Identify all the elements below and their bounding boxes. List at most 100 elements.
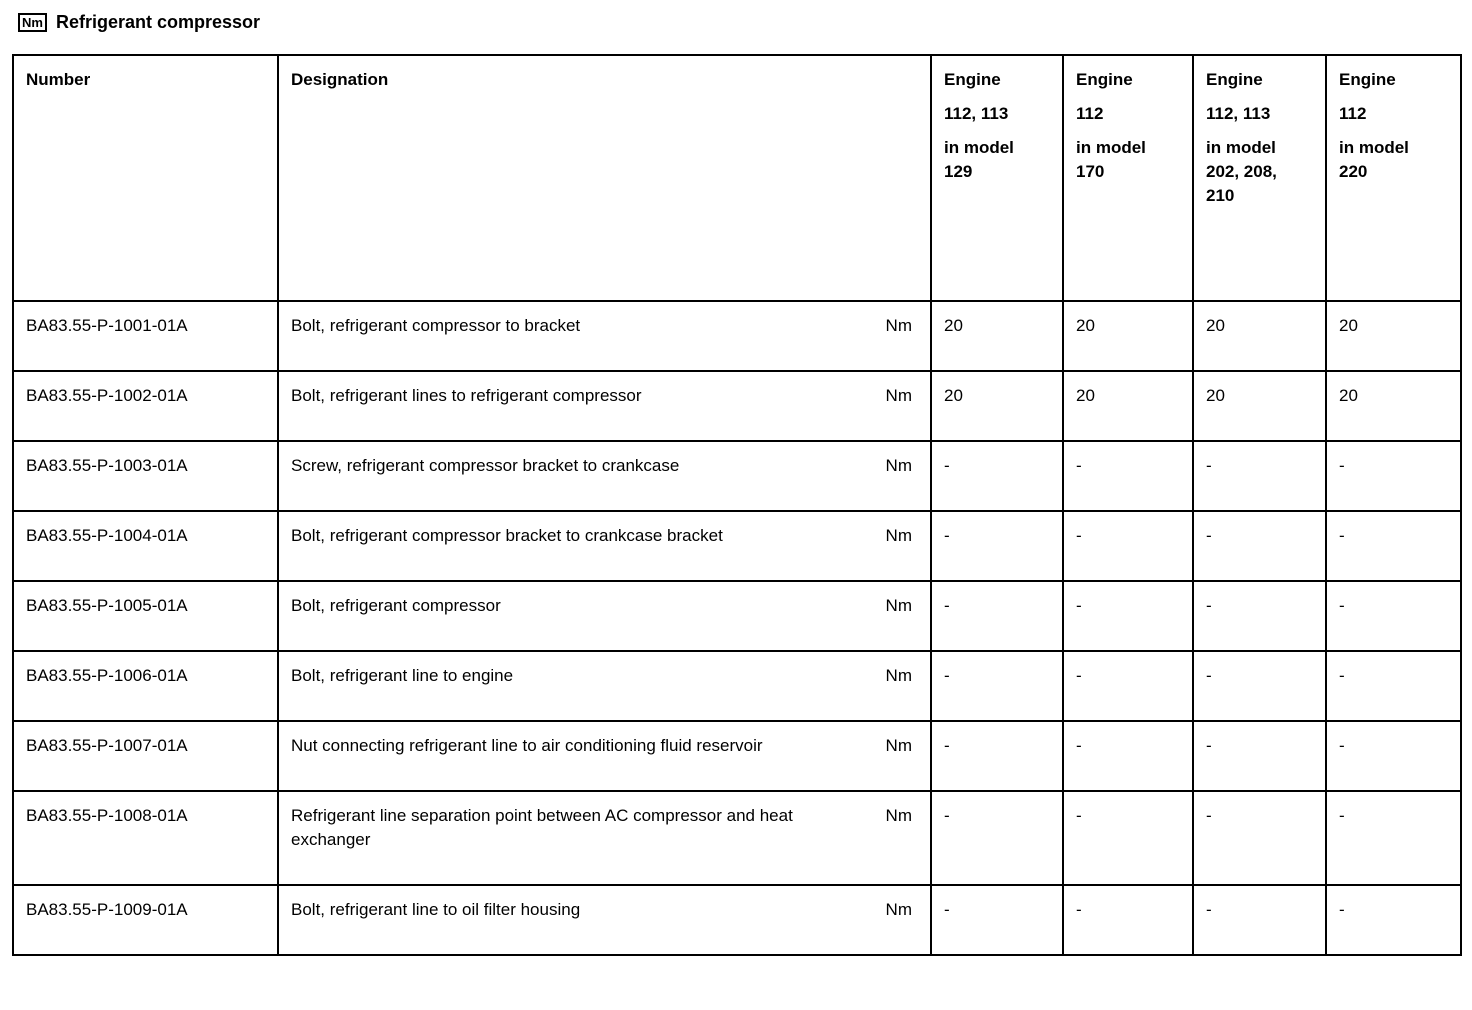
row-designation: Bolt, refrigerant compressor bracket to … [277,510,932,582]
header-number: Number [12,54,279,302]
row-number: BA83.55-P-1009-01A [12,884,279,956]
header-engine-220: Engine 112 in model 220 [1325,54,1462,302]
header-engine-202-208-210: Engine 112, 113 in model 202, 208, 210 [1192,54,1327,302]
row-designation: Nut connecting refrigerant line to air c… [277,720,932,792]
value-cell: - [1062,650,1194,722]
row-number: BA83.55-P-1008-01A [12,790,279,886]
row-designation: Bolt, refrigerant line to engine Nm [277,650,932,722]
designation-text: Bolt, refrigerant compressor to bracket [291,316,581,335]
value-cell: - [1192,650,1327,722]
row-designation: Bolt, refrigerant compressor Nm [277,580,932,652]
unit-label: Nm [885,456,912,475]
value-cell: - [1192,510,1327,582]
engine-numbers: 112, 113 [1206,104,1271,123]
value-cell: 20 [1325,370,1462,442]
row-designation: Screw, refrigerant compressor bracket to… [277,440,932,512]
table-row: BA83.55-P-1006-01A Bolt, refrigerant lin… [12,650,1462,722]
nm-torque-icon: Nm [18,13,47,32]
value-cell: - [930,720,1064,792]
table-row: BA83.55-P-1004-01A Bolt, refrigerant com… [12,510,1462,582]
header-engine-129: Engine 112, 113 in model 129 [930,54,1064,302]
table-header-row: Number Designation Engine 112, 113 in mo… [12,54,1462,302]
value-cell: - [930,790,1064,886]
table-row: BA83.55-P-1007-01A Nut connecting refrig… [12,720,1462,792]
engine-title: Engine [944,70,1001,89]
row-designation: Bolt, refrigerant lines to refrigerant c… [277,370,932,442]
page-title: Refrigerant compressor [55,12,261,32]
value-cell: - [1192,720,1327,792]
torque-spec-table: Number Designation Engine 112, 113 in mo… [12,54,1462,956]
value-cell: 20 [1062,370,1194,442]
value-cell: - [1325,510,1462,582]
value-cell: - [1325,650,1462,722]
row-number: BA83.55-P-1001-01A [12,300,279,372]
unit-label: Nm [885,666,912,685]
value-cell: - [930,440,1064,512]
table-row: BA83.55-P-1005-01A Bolt, refrigerant com… [12,580,1462,652]
header-designation: Designation [277,54,932,302]
value-cell: - [1062,884,1194,956]
designation-text: Refrigerant line separation point betwee… [291,806,793,849]
row-number: BA83.55-P-1006-01A [12,650,279,722]
table-row: BA83.55-P-1003-01A Screw, refrigerant co… [12,440,1462,512]
value-cell: - [930,510,1064,582]
table-row: BA83.55-P-1008-01A Refrigerant line sepa… [12,790,1462,886]
value-cell: - [1192,440,1327,512]
engine-model: in model 220 [1339,138,1409,181]
value-cell: - [1062,790,1194,886]
value-cell: 20 [1062,300,1194,372]
designation-text: Nut connecting refrigerant line to air c… [291,736,763,755]
unit-label: Nm [885,736,912,755]
value-cell: - [1325,790,1462,886]
value-cell: 20 [930,370,1064,442]
engine-numbers: 112 [1339,104,1367,123]
designation-text: Bolt, refrigerant compressor bracket to … [291,526,723,545]
engine-model: in model 202, 208, 210 [1206,138,1277,205]
unit-label: Nm [885,596,912,615]
header-engine-170: Engine 112 in model 170 [1062,54,1194,302]
unit-label: Nm [885,316,912,335]
row-number: BA83.55-P-1007-01A [12,720,279,792]
value-cell: - [1325,884,1462,956]
value-cell: - [930,650,1064,722]
value-cell: 20 [1325,300,1462,372]
unit-label: Nm [885,806,912,825]
row-number: BA83.55-P-1005-01A [12,580,279,652]
table-row: BA83.55-P-1002-01A Bolt, refrigerant lin… [12,370,1462,442]
value-cell: - [1325,580,1462,652]
engine-title: Engine [1339,70,1396,89]
unit-label: Nm [885,526,912,545]
unit-label: Nm [885,386,912,405]
value-cell: - [1192,790,1327,886]
unit-label: Nm [885,900,912,919]
value-cell: 20 [1192,300,1327,372]
row-number: BA83.55-P-1004-01A [12,510,279,582]
value-cell: - [1062,720,1194,792]
value-cell: - [1325,440,1462,512]
table-row: BA83.55-P-1001-01A Bolt, refrigerant com… [12,300,1462,372]
designation-text: Screw, refrigerant compressor bracket to… [291,456,680,475]
value-cell: - [1325,720,1462,792]
row-designation: Bolt, refrigerant line to oil filter hou… [277,884,932,956]
row-designation: Refrigerant line separation point betwee… [277,790,932,886]
row-number: BA83.55-P-1003-01A [12,440,279,512]
value-cell: - [1192,884,1327,956]
designation-text: Bolt, refrigerant line to engine [291,666,514,685]
value-cell: - [1062,440,1194,512]
table-row: BA83.55-P-1009-01A Bolt, refrigerant lin… [12,884,1462,956]
engine-numbers: 112 [1076,104,1104,123]
value-cell: - [930,884,1064,956]
engine-model: in model 170 [1076,138,1146,181]
designation-text: Bolt, refrigerant line to oil filter hou… [291,900,581,919]
value-cell: - [930,580,1064,652]
value-cell: - [1062,580,1194,652]
row-designation: Bolt, refrigerant compressor to bracket … [277,300,932,372]
designation-text: Bolt, refrigerant lines to refrigerant c… [291,386,642,405]
value-cell: 20 [1192,370,1327,442]
value-cell: 20 [930,300,1064,372]
row-number: BA83.55-P-1002-01A [12,370,279,442]
designation-text: Bolt, refrigerant compressor [291,596,501,615]
engine-numbers: 112, 113 [944,104,1009,123]
page-header: Nm Refrigerant compressor [0,0,1472,33]
